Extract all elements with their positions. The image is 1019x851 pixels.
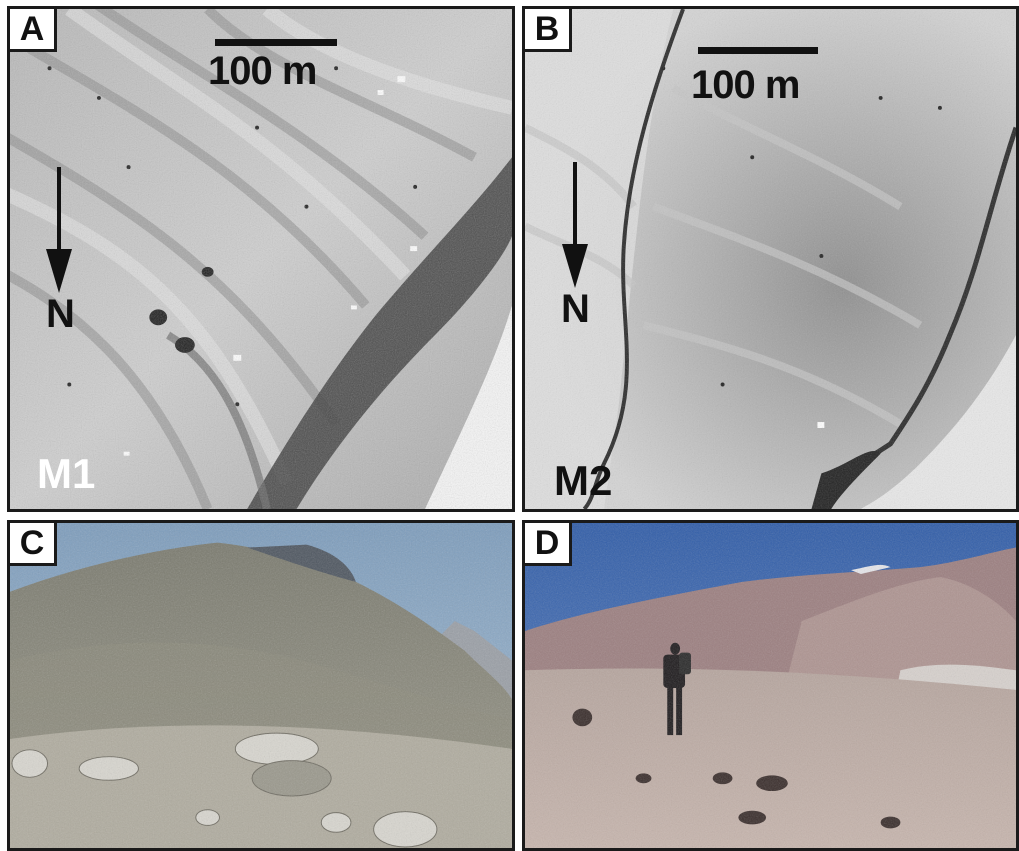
panel-letter-d: D [525, 523, 572, 566]
site-label-m1: M1 [37, 450, 96, 497]
field-photo-d [525, 523, 1016, 848]
scale-label-a: 100 m [208, 49, 317, 93]
panel-letter-a: A [10, 9, 57, 52]
panel-d-field-photo: D [522, 520, 1019, 851]
field-photo-c [10, 523, 512, 848]
scale-bar-b [698, 47, 818, 54]
north-label-a: N [46, 292, 75, 336]
scale-label-b: 100 m [691, 63, 800, 107]
panel-letter-c: C [10, 523, 57, 566]
site-label-m2: M2 [554, 457, 613, 504]
north-arrow-icon [46, 167, 72, 293]
panel-a-aerial-m1: A 100 m N M1 [7, 6, 515, 512]
scale-bar-a [215, 39, 337, 46]
north-arrow-icon [562, 162, 588, 288]
panel-b-aerial-m2: B 100 m N M2 [522, 6, 1019, 512]
aerial-image-m1 [10, 9, 512, 509]
panel-c-field-photo: C [7, 520, 515, 851]
aerial-image-m2 [525, 9, 1016, 509]
north-label-b: N [561, 287, 590, 331]
panel-letter-b: B [525, 9, 572, 52]
